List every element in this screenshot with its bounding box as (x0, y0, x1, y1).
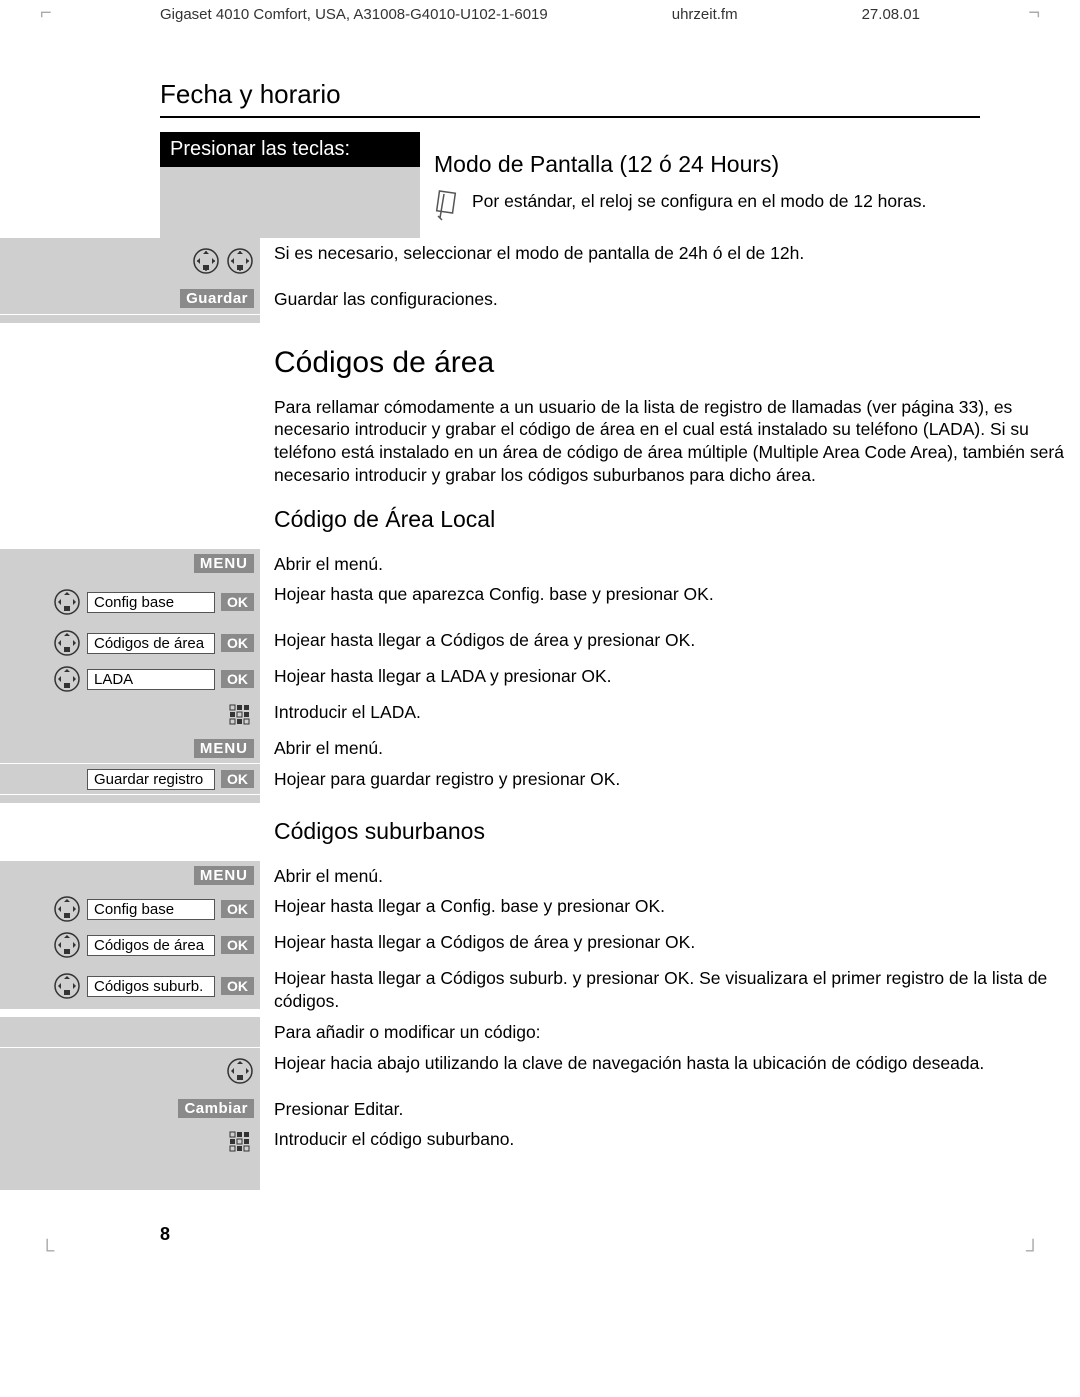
guardar-key: Guardar (180, 289, 254, 308)
step-text: Introducir el LADA. (260, 697, 1080, 728)
step-text: Presionar Editar. (260, 1094, 1080, 1125)
heading-modo: Modo de Pantalla (12 ó 24 Hours) (434, 150, 980, 180)
step-text: Guardar las configuraciones. (260, 284, 1080, 315)
document-header: Gigaset 4010 Comfort, USA, A31008-G4010-… (0, 0, 1080, 29)
crop-mark: └ (40, 1240, 54, 1263)
menu-key: MENU (194, 739, 254, 758)
display-config-base: Config base (87, 592, 215, 613)
nav-key-icon (192, 247, 220, 275)
doc-file: uhrzeit.fm (672, 6, 738, 23)
step-text: Hojear hasta llegar a LADA y presionar O… (260, 661, 1080, 692)
heading-area: Códigos de área (274, 343, 1080, 382)
section-title-bar: Fecha y horario (160, 79, 980, 118)
nav-key-icon (226, 247, 254, 275)
keypad-icon (226, 1128, 254, 1156)
display-codigos-suburb: Códigos suburb. (87, 976, 215, 997)
step-text: Para añadir o modificar un código: (260, 1017, 1080, 1048)
nav-key-icon (53, 931, 81, 959)
cambiar-key: Cambiar (178, 1099, 254, 1118)
step-text: Hojear hasta que aparezca Config. base y… (260, 579, 1080, 625)
display-guardar-registro: Guardar registro (87, 769, 215, 790)
crop-mark: ┘ (1026, 1240, 1040, 1263)
step-text: Hojear hasta llegar a Config. base y pre… (260, 891, 1080, 922)
step-text: Hojear para guardar registro y presionar… (260, 764, 1080, 795)
step-text: Hojear hasta llegar a Códigos de área y … (260, 625, 1080, 656)
crop-mark: ¬ (1028, 2, 1040, 25)
nav-key-icon (53, 972, 81, 1000)
ok-key: OK (221, 900, 254, 918)
nav-key-icon (53, 895, 81, 923)
step-text: Abrir el menú. (260, 861, 1080, 892)
ok-key: OK (221, 770, 254, 788)
step-text: Hojear hasta llegar a Códigos de área y … (260, 927, 1080, 958)
ok-key: OK (221, 977, 254, 995)
display-codigos-area: Códigos de área (87, 935, 215, 956)
ok-key: OK (221, 634, 254, 652)
heading-suburbanos: Códigos suburbanos (274, 817, 1080, 847)
menu-key: MENU (194, 554, 254, 573)
display-lada: LADA (87, 669, 215, 690)
area-intro: Para rellamar cómodamente a un usuario d… (274, 396, 1080, 487)
step-text: Hojear hasta llegar a Códigos suburb. y … (260, 963, 1080, 1017)
step-text: Abrir el menú. (260, 549, 1080, 580)
menu-key: MENU (194, 866, 254, 885)
nav-key-icon (53, 665, 81, 693)
step-text: Si es necesario, seleccionar el modo de … (260, 238, 1080, 284)
step-text: Introducir el código suburbano. (260, 1124, 1080, 1155)
crop-mark: ⌐ (40, 2, 52, 25)
display-config-base: Config base (87, 899, 215, 920)
pin-icon (434, 190, 462, 224)
step-text: Abrir el menú. (260, 733, 1080, 764)
ok-key: OK (221, 670, 254, 688)
nav-key-icon (226, 1057, 254, 1085)
keypad-icon (226, 701, 254, 729)
heading-local: Código de Área Local (274, 505, 1080, 535)
ok-key: OK (221, 936, 254, 954)
nav-key-icon (53, 629, 81, 657)
page-number: 8 (0, 1200, 1080, 1265)
ok-key: OK (221, 593, 254, 611)
modo-note: Por estándar, el reloj se configura en e… (472, 190, 926, 213)
doc-date: 27.08.01 (862, 6, 920, 23)
doc-id: Gigaset 4010 Comfort, USA, A31008-G4010-… (160, 6, 548, 23)
display-codigos-area: Códigos de área (87, 633, 215, 654)
nav-key-icon (53, 588, 81, 616)
left-column-header: Presionar las teclas: (160, 132, 420, 167)
section-title: Fecha y horario (160, 79, 341, 109)
step-text: Hojear hacia abajo utilizando la clave d… (260, 1048, 1080, 1094)
